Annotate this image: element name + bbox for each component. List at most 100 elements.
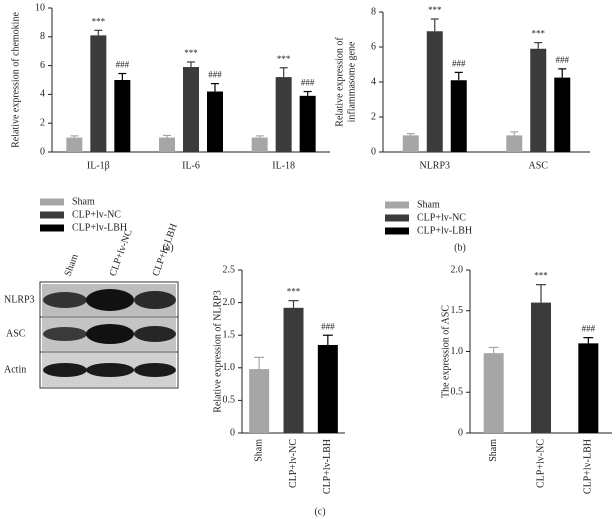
bar: [530, 48, 547, 152]
bar: [402, 135, 419, 152]
band: [43, 363, 87, 377]
bar: [283, 307, 304, 433]
significance-label: ###: [321, 321, 335, 331]
x-tick-label: IL-6: [182, 160, 200, 171]
bar: [483, 353, 504, 433]
bar: [159, 137, 175, 152]
y-tick-label: 10: [35, 2, 45, 13]
band: [86, 289, 134, 311]
lane-label: CLP+lv-NC: [108, 228, 135, 278]
bar: [114, 80, 131, 152]
significance-label: ###: [116, 60, 130, 70]
y-axis-label: Relative expression of NLRP3: [212, 290, 223, 412]
bar: [506, 135, 523, 152]
bar: [249, 369, 270, 433]
y-tick-label: 2.5: [223, 264, 236, 275]
row-label: ASC: [6, 328, 26, 339]
y-axis-label: Relative expression of: [334, 37, 345, 127]
x-tick-label: CLP+lv-NC: [288, 439, 299, 488]
y-tick-label: 0: [40, 146, 45, 157]
significance-label: ***: [428, 5, 442, 15]
significance-label: ###: [582, 324, 596, 334]
significance-label: ***: [92, 16, 106, 26]
y-tick-label: 0: [371, 146, 376, 157]
bar: [66, 137, 83, 152]
y-tick-label: 8: [40, 31, 45, 42]
x-tick-label: CLP+lv-NC: [535, 439, 546, 488]
bar: [531, 302, 551, 433]
y-tick-label: 2.0: [223, 297, 236, 308]
legend-swatch: [40, 224, 64, 232]
bar: [90, 35, 107, 152]
panel-label: (a): [162, 242, 173, 253]
x-tick-label: CLP+lv-LBH: [583, 439, 594, 494]
y-tick-label: 0.5: [223, 395, 236, 406]
bar: [299, 95, 316, 152]
band: [43, 292, 87, 308]
row-label: Actin: [4, 364, 26, 375]
significance-label: ***: [287, 287, 301, 297]
blot: Sham CLP+lv-NC CLP+lv-LBH NLRP3 ASC Acti…: [4, 222, 180, 389]
y-tick-label: 6: [371, 41, 376, 52]
significance-label: ***: [532, 29, 546, 39]
bar: [207, 91, 223, 152]
y-tick-label: 2: [40, 117, 45, 128]
y-tick-label: 2: [371, 111, 376, 122]
band: [134, 291, 176, 309]
legend-label: Sham: [72, 196, 95, 207]
significance-label: ***: [277, 54, 291, 64]
legend-swatch: [385, 214, 409, 222]
bar: [317, 344, 338, 433]
legend-swatch: [385, 227, 409, 235]
significance-label: ###: [452, 58, 466, 68]
bar: [426, 31, 443, 152]
bar: [450, 80, 467, 152]
significance-label: ###: [208, 70, 222, 80]
y-tick-label: 4: [40, 89, 45, 100]
bar: [251, 137, 268, 152]
panel-label: (b): [454, 242, 466, 253]
bar: [183, 67, 199, 152]
legend-label: CLP+lv-NC: [72, 209, 121, 220]
bar: [275, 77, 292, 152]
band: [134, 326, 176, 342]
y-axis-label: inflammasome gene: [346, 41, 357, 122]
y-axis-label: The expression of ASC: [440, 305, 451, 398]
y-tick-label: 1.5: [223, 329, 236, 340]
bar: [554, 77, 571, 152]
band: [86, 363, 134, 377]
row-label: NLRP3: [4, 294, 35, 305]
y-tick-label: 8: [371, 6, 376, 17]
y-tick-label: 4: [371, 76, 376, 87]
y-tick-label: 1.5: [451, 305, 464, 316]
significance-label: ***: [534, 271, 548, 281]
legend-swatch: [385, 201, 409, 209]
y-tick-label: 0: [230, 427, 235, 438]
y-tick-label: 6: [40, 60, 45, 71]
legend-label: Sham: [417, 199, 440, 210]
x-tick-label: ASC: [529, 160, 549, 171]
legend-swatch: [40, 198, 64, 206]
y-tick-label: 0.5: [451, 387, 464, 398]
x-tick-label: NLRP3: [419, 160, 450, 171]
panel-label: (c): [314, 506, 325, 517]
x-tick-label: Sham: [253, 439, 264, 462]
lane-label: Sham: [63, 252, 81, 277]
legend-label: CLP+lv-LBH: [72, 222, 127, 233]
y-axis-label: Relative expression of chemokine: [10, 12, 21, 148]
x-tick-label: IL-1β: [87, 160, 110, 171]
x-tick-label: CLP+lv-LBH: [322, 439, 333, 494]
y-tick-label: 1.0: [223, 362, 236, 373]
significance-label: ***: [184, 48, 198, 58]
legend-label: CLP+lv-NC: [417, 212, 466, 223]
legend-swatch: [40, 211, 64, 219]
bar: [578, 343, 599, 433]
y-tick-label: 0: [458, 427, 463, 438]
y-tick-label: 1.0: [451, 346, 464, 357]
significance-label: ###: [301, 78, 315, 88]
band: [43, 327, 87, 341]
y-tick-label: 2.0: [451, 264, 464, 275]
legend-label: CLP+lv-LBH: [417, 225, 472, 236]
band: [134, 363, 176, 377]
